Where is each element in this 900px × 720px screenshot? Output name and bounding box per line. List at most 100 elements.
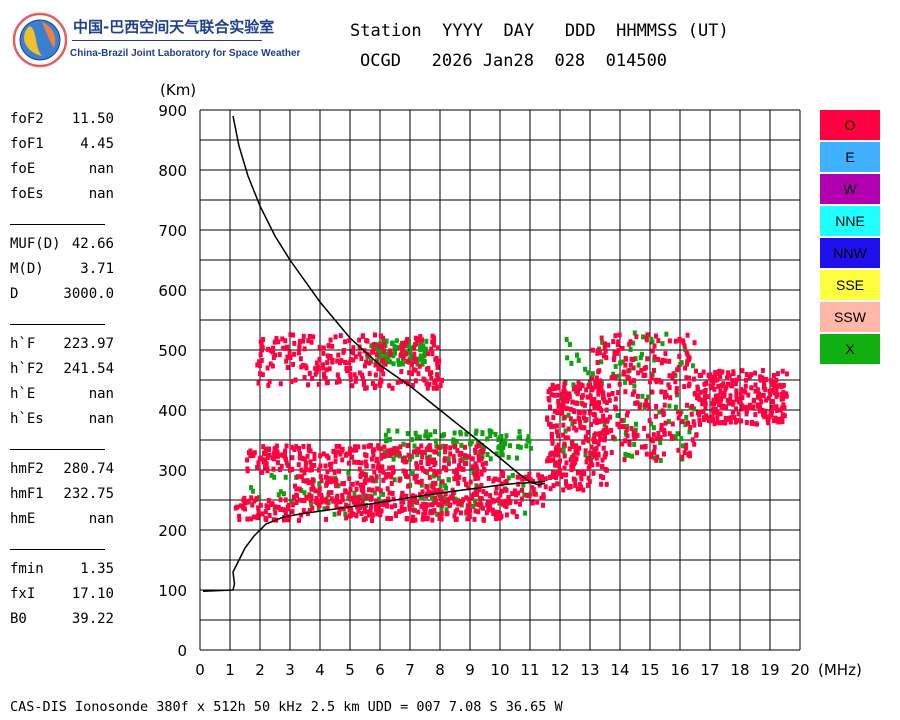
echo-o [603, 348, 608, 354]
echo-o [685, 402, 690, 408]
echo-o [272, 451, 277, 457]
echo-o [337, 443, 342, 449]
echo-o [697, 373, 702, 379]
echo-o [643, 372, 648, 378]
echo-o [263, 515, 268, 521]
echo-x [369, 343, 374, 349]
echo-o [326, 343, 331, 349]
echo-o [431, 480, 436, 486]
echo-o [465, 516, 470, 522]
echo-o [693, 390, 698, 396]
echo-o [414, 461, 419, 467]
echo-o [480, 462, 485, 468]
echo-o [565, 394, 570, 400]
echo-x [272, 474, 277, 480]
param-value: 223.97 [63, 336, 114, 352]
echo-x [620, 359, 625, 365]
echo-o [556, 452, 561, 458]
echo-o [306, 447, 311, 453]
param-name: fmin [10, 561, 44, 577]
echo-o [424, 502, 429, 508]
echo-o [347, 491, 352, 497]
echo-o [388, 348, 393, 354]
echo-o [323, 375, 328, 381]
echo-o [514, 492, 519, 498]
echo-o [602, 434, 607, 440]
echo-o [372, 469, 377, 475]
echo-o [385, 448, 390, 454]
echo-x [269, 472, 274, 478]
echo-o [527, 471, 532, 477]
echo-o [264, 503, 269, 509]
echo-o [476, 484, 481, 490]
echo-o [570, 399, 575, 405]
echo-o [592, 418, 597, 424]
echo-o [481, 448, 486, 454]
echo-o [474, 463, 479, 469]
echo-o [781, 402, 786, 408]
echo-o [730, 383, 735, 389]
echo-o [493, 511, 498, 517]
echo-o [430, 339, 435, 345]
echo-o [775, 407, 780, 413]
echo-o [474, 466, 479, 472]
param-value: nan [88, 411, 114, 427]
echo-o [434, 449, 439, 455]
echo-o [663, 389, 668, 395]
echo-o [649, 374, 654, 380]
echo-o [270, 501, 275, 507]
echo-x [429, 495, 434, 501]
echo-o [531, 486, 536, 492]
echo-o [366, 443, 371, 449]
echo-o [425, 460, 430, 466]
echo-o [439, 497, 444, 503]
echo-o [655, 436, 660, 442]
echo-x [652, 357, 657, 363]
echo-o [643, 444, 648, 450]
echo-o [556, 383, 561, 389]
echo-o [316, 365, 321, 371]
echo-o [734, 388, 739, 394]
echo-o [252, 498, 257, 504]
echo-o [435, 364, 440, 370]
echo-o [667, 431, 672, 437]
echo-o [362, 505, 367, 511]
echo-o [573, 384, 578, 390]
echo-o [507, 500, 512, 506]
echo-o [499, 513, 504, 519]
echo-o [591, 411, 596, 417]
echo-o [292, 483, 297, 489]
echo-o [645, 402, 650, 408]
echo-o [632, 389, 637, 395]
echo-x [679, 436, 684, 442]
echo-x [309, 501, 314, 507]
echo-o [387, 490, 392, 496]
echo-o [399, 378, 404, 384]
echo-o [283, 507, 288, 513]
echo-o [768, 392, 773, 398]
echo-o [391, 496, 396, 502]
echo-o [556, 463, 561, 469]
param-b0: B0 39.22 [10, 611, 114, 629]
echo-o [437, 512, 442, 518]
x-tick-label: 11 [520, 661, 539, 679]
echo-o [402, 506, 407, 512]
echo-o [620, 345, 625, 351]
echo-o [370, 487, 375, 493]
echo-o [440, 479, 445, 485]
echo-o [477, 495, 482, 501]
echo-o [370, 381, 375, 387]
echo-x [423, 433, 428, 439]
echo-o [503, 498, 508, 504]
echo-o [687, 450, 692, 456]
echo-o [433, 356, 438, 362]
echo-o [594, 420, 599, 426]
echo-o [334, 495, 339, 501]
echo-o [283, 497, 288, 503]
echo-o [555, 433, 560, 439]
echo-o [479, 482, 484, 488]
legend-sse: SSE [820, 270, 880, 300]
echo-x [679, 408, 684, 414]
echo-o [429, 490, 434, 496]
echo-x [395, 428, 400, 434]
